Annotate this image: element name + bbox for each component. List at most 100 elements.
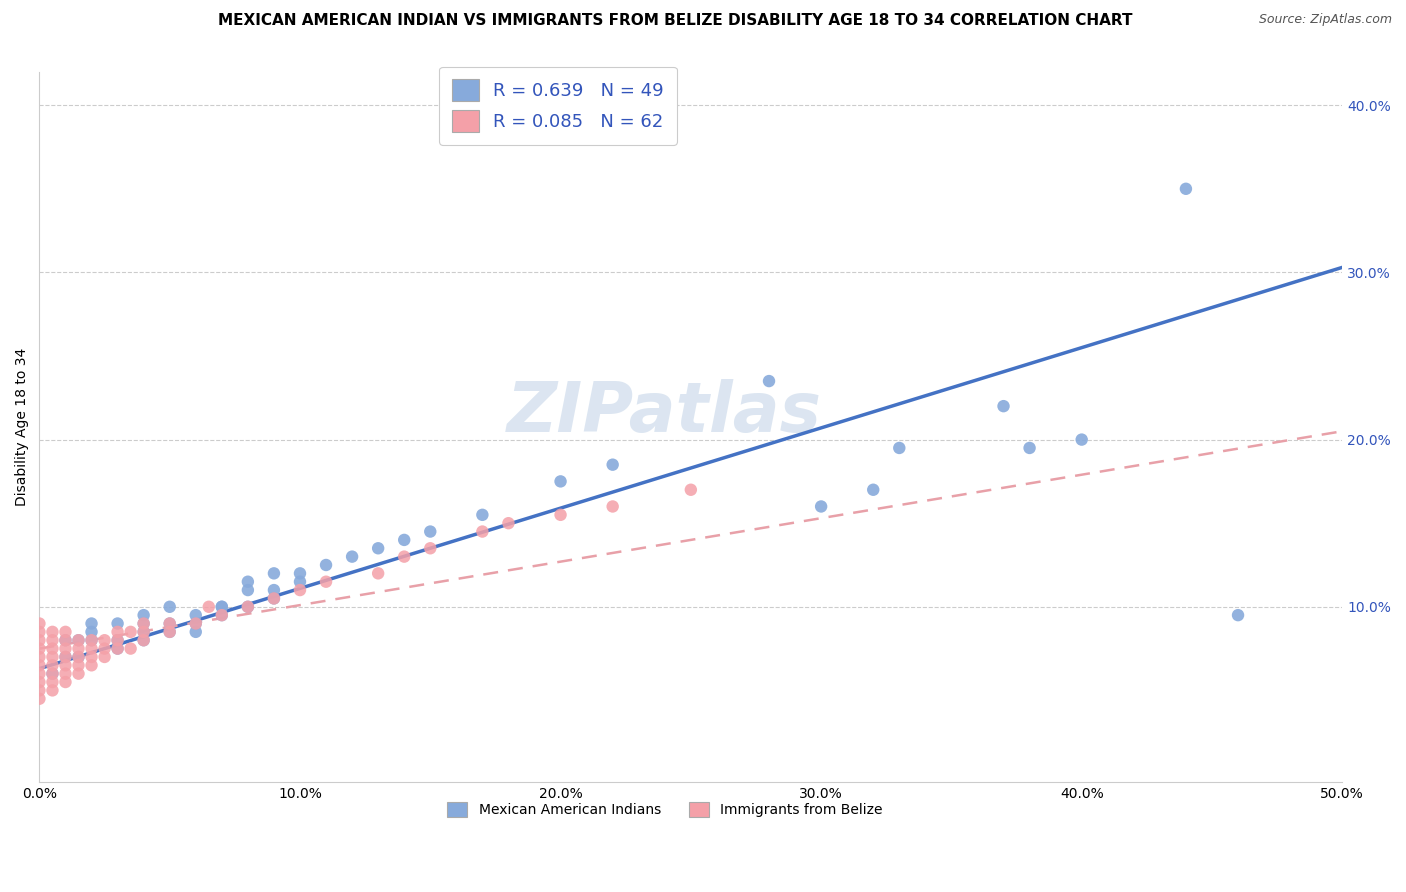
Point (132, 608, 155, 623)
Point (28, 658, 51, 673)
Point (93, 649, 115, 664)
Point (107, 641, 129, 656)
Point (67, 649, 90, 664)
Point (107, 633, 129, 648)
Point (41, 658, 63, 673)
Point (28, 649, 51, 664)
Point (55, 666, 77, 681)
Point (288, 574, 311, 589)
Point (471, 508, 494, 522)
Point (80, 624, 103, 639)
Point (159, 616, 181, 631)
Point (67, 649, 90, 664)
Point (340, 549, 363, 564)
Point (67, 658, 90, 673)
Point (184, 616, 207, 631)
Point (55, 675, 77, 690)
Point (315, 558, 337, 572)
Point (41, 683, 63, 698)
Point (28, 616, 51, 631)
Point (862, 483, 884, 497)
Point (602, 458, 624, 472)
Point (132, 616, 155, 631)
Point (197, 599, 219, 614)
Point (28, 624, 51, 639)
Point (993, 399, 1015, 413)
Point (41, 666, 63, 681)
Point (263, 591, 285, 606)
Point (392, 533, 415, 547)
Point (41, 633, 63, 648)
Point (367, 541, 389, 556)
Text: ZIPatlas: ZIPatlas (508, 379, 823, 446)
Point (211, 608, 233, 623)
Point (1174, 182, 1197, 196)
Point (67, 641, 90, 656)
Point (184, 608, 207, 623)
Point (28, 666, 51, 681)
Point (602, 500, 624, 514)
Point (1227, 608, 1250, 623)
Point (80, 633, 103, 648)
Point (550, 508, 572, 522)
Point (120, 624, 142, 639)
Point (679, 483, 702, 497)
Point (107, 633, 129, 648)
Point (80, 616, 103, 631)
Point (184, 616, 207, 631)
Point (211, 608, 233, 623)
Point (810, 500, 832, 514)
Point (55, 658, 77, 673)
Point (41, 666, 63, 681)
Point (159, 599, 181, 614)
Point (28, 691, 51, 706)
Point (93, 641, 115, 656)
Point (107, 616, 129, 631)
Point (28, 641, 51, 656)
Point (392, 549, 415, 564)
Point (211, 599, 233, 614)
Point (80, 633, 103, 648)
Point (236, 599, 259, 614)
Point (28, 675, 51, 690)
Point (236, 583, 259, 598)
Point (159, 624, 181, 639)
Point (55, 624, 77, 639)
Point (419, 524, 441, 539)
Point (132, 624, 155, 639)
Point (41, 675, 63, 690)
Point (159, 624, 181, 639)
Point (263, 566, 285, 581)
Point (55, 649, 77, 664)
Point (288, 583, 311, 598)
Point (80, 649, 103, 664)
Point (120, 641, 142, 656)
Point (132, 633, 155, 648)
Point (67, 633, 90, 648)
Point (55, 633, 77, 648)
Point (55, 641, 77, 656)
Point (471, 524, 494, 539)
Point (132, 633, 155, 648)
Point (263, 591, 285, 606)
Point (132, 624, 155, 639)
Point (41, 649, 63, 664)
Point (41, 624, 63, 639)
Point (1070, 433, 1092, 447)
Point (550, 475, 572, 489)
Point (315, 574, 337, 589)
Text: MEXICAN AMERICAN INDIAN VS IMMIGRANTS FROM BELIZE DISABILITY AGE 18 TO 34 CORREL: MEXICAN AMERICAN INDIAN VS IMMIGRANTS FR… (218, 13, 1132, 29)
Point (41, 641, 63, 656)
Point (107, 624, 129, 639)
Point (288, 566, 311, 581)
Point (80, 641, 103, 656)
Point (367, 566, 389, 581)
Point (28, 633, 51, 648)
Point (236, 599, 259, 614)
Point (419, 541, 441, 556)
Point (55, 649, 77, 664)
Y-axis label: Disability Age 18 to 34: Disability Age 18 to 34 (15, 348, 30, 506)
Point (55, 633, 77, 648)
Point (263, 583, 285, 598)
Point (1018, 441, 1040, 455)
